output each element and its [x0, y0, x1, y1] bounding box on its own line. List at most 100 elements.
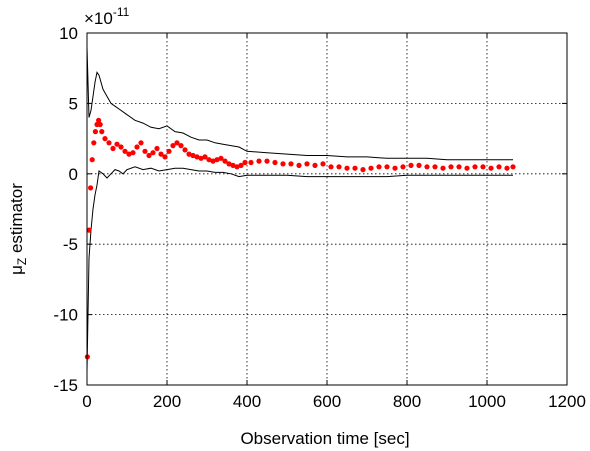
estimate-point [96, 117, 102, 123]
estimate-point [408, 162, 414, 168]
estimate-point [206, 157, 212, 163]
x-tick-label: 1000 [468, 392, 506, 411]
estimate-point [186, 151, 192, 157]
x-tick-label: 0 [82, 392, 91, 411]
estimate-point [400, 164, 406, 170]
estimate-point [288, 161, 294, 167]
estimate-point [320, 161, 326, 167]
estimate-point [336, 164, 342, 170]
estimate-point [242, 159, 248, 166]
y-tick-label: -5 [63, 235, 78, 254]
estimate-point [264, 158, 270, 164]
estimate-point [488, 165, 494, 171]
y-axis-label-sub: Z [15, 258, 29, 265]
estimate-point [130, 150, 136, 156]
y-tick-label: 10 [59, 24, 78, 43]
estimate-point [368, 165, 374, 171]
estimate-point [296, 162, 302, 168]
estimate-point [178, 143, 184, 149]
estimate-point [202, 154, 208, 160]
estimate-point [174, 140, 180, 146]
estimate-point [150, 150, 156, 156]
estimate-point [110, 145, 116, 152]
estimate-point [416, 162, 422, 168]
estimate-point [480, 164, 486, 170]
ticks [86, 32, 568, 386]
estimate-point [222, 158, 228, 164]
estimate-point [170, 143, 176, 149]
estimate-point [328, 164, 334, 170]
x-tick-label: 400 [233, 392, 261, 411]
estimate-point [218, 155, 224, 161]
y-tick-label: 0 [69, 165, 78, 184]
estimate-point [456, 164, 462, 170]
estimate-point [424, 164, 430, 170]
estimate-point [214, 157, 220, 163]
estimate-point [248, 159, 254, 166]
estimate-point [126, 151, 132, 157]
estimate-point [280, 161, 286, 167]
estimate-point [432, 164, 438, 170]
x-axis-label: Observation time [sec] [240, 429, 409, 448]
estimate-point [138, 140, 144, 146]
estimate-point [510, 164, 516, 170]
estimate-point [89, 157, 95, 163]
estimate-point [154, 145, 160, 152]
series-layer [84, 47, 516, 371]
estimate-point [392, 165, 398, 171]
y-multiplier: ×10-11 [84, 5, 130, 28]
estimate-point [312, 162, 318, 168]
estimate-point [91, 140, 97, 146]
estimate-point [360, 167, 366, 173]
estimate-point [102, 136, 108, 142]
estimate-point [182, 147, 188, 153]
estimate-point [88, 185, 94, 191]
estimate-point [92, 129, 98, 135]
estimate-point [234, 164, 240, 170]
estimate-point [238, 162, 244, 168]
y-tick-label: -10 [53, 306, 78, 325]
estimate-point [118, 144, 124, 150]
estimate-point [230, 162, 236, 168]
x-tick-label: 1200 [548, 392, 586, 411]
estimate-point [190, 152, 196, 159]
y-tick-labels: -15 -10 -5 0 5 10 [53, 24, 78, 395]
estimate-point [142, 148, 148, 154]
estimate-point [256, 158, 262, 164]
y-axis-label: μZ estimator [7, 183, 29, 275]
estimate-point [352, 165, 358, 171]
estimate-point [86, 227, 92, 233]
estimate-point [158, 151, 164, 157]
estimate-point [210, 158, 216, 164]
estimate-point [114, 141, 120, 147]
x-tick-labels: 0 200 400 600 800 1000 1200 [82, 392, 586, 411]
estimate-point [162, 154, 168, 160]
y-tick-label: -15 [53, 376, 78, 395]
y-axis-label-rest: estimator [7, 183, 26, 258]
estimate-point [376, 164, 382, 170]
estimate-point [440, 165, 446, 171]
estimate-point [122, 148, 128, 154]
estimate-point [464, 165, 470, 171]
estimate-point [99, 129, 105, 135]
estimate-point [344, 165, 350, 171]
estimate-point [166, 148, 172, 154]
estimate-point [472, 164, 478, 170]
x-tick-label: 200 [153, 392, 181, 411]
y-tick-label: 5 [69, 94, 78, 113]
x-tick-label: 600 [313, 392, 341, 411]
estimate-point [194, 154, 200, 160]
estimate-point [146, 152, 152, 159]
estimate-point [496, 164, 502, 170]
y-axis-label-main: μ [7, 265, 26, 275]
estimate-point [226, 161, 232, 167]
estimate-point [272, 159, 278, 166]
lower-bound-line [86, 166, 513, 371]
grid [87, 33, 567, 385]
estimate-point [304, 161, 310, 167]
x-tick-label: 800 [393, 392, 421, 411]
upper-bound-line [86, 47, 513, 161]
y-multiplier-exponent: -11 [113, 5, 130, 19]
y-multiplier-base: ×10 [84, 9, 113, 28]
